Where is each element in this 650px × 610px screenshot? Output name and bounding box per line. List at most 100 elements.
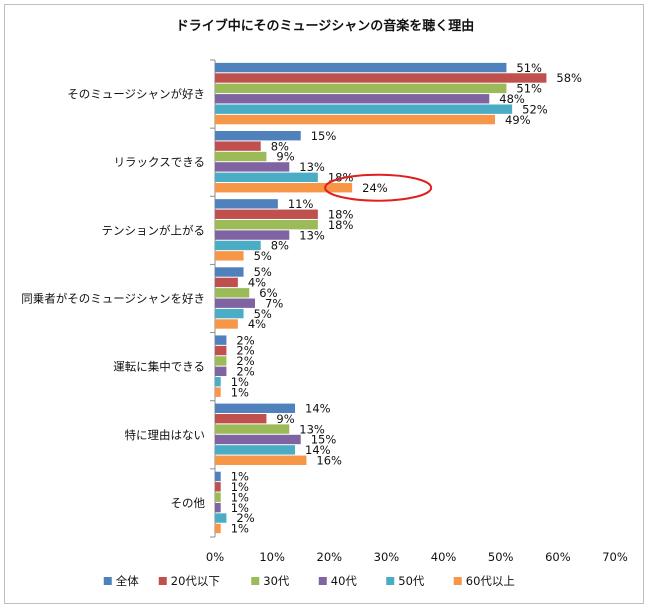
x-tick-label: 60% [545, 550, 571, 564]
bar [215, 335, 227, 345]
data-label: 24% [362, 181, 388, 195]
bar [215, 298, 255, 308]
category-label: 特に理由はない [125, 428, 206, 442]
data-label: 4% [248, 317, 266, 331]
bar [215, 230, 290, 240]
data-label: 1% [231, 470, 249, 484]
data-label: 1% [231, 490, 249, 504]
data-label: 51% [516, 61, 542, 75]
data-label: 18% [328, 218, 354, 232]
category-label: その他 [171, 496, 206, 510]
bar [215, 104, 513, 114]
data-label: 58% [556, 71, 582, 85]
legend-label: 全体 [116, 574, 139, 588]
x-tick-label: 50% [488, 550, 514, 564]
category-label: リラックスできる [114, 155, 205, 169]
bar [215, 308, 244, 319]
data-label: 13% [299, 422, 325, 436]
bar [215, 492, 221, 502]
bar [215, 219, 318, 230]
data-label: 52% [522, 102, 548, 116]
data-label: 1% [231, 501, 249, 515]
data-label: 14% [305, 443, 331, 457]
bar [215, 240, 261, 251]
legend-swatch [158, 577, 167, 585]
bar [215, 445, 295, 455]
bar [215, 172, 318, 183]
bar [215, 356, 227, 366]
data-label: 49% [505, 113, 531, 127]
bar [215, 251, 244, 261]
x-tick-label: 70% [602, 550, 628, 564]
highlight-ellipse [324, 173, 433, 202]
data-label: 5% [254, 265, 272, 279]
legend-swatch [103, 577, 112, 585]
legend-label: 40代 [331, 574, 358, 588]
data-label: 1% [231, 522, 249, 536]
legend-swatch [453, 577, 462, 585]
category-label: 同乗者がそのミュージシャンを好き [21, 292, 205, 306]
data-label: 48% [499, 92, 525, 106]
bar [215, 455, 307, 465]
data-label: 7% [265, 296, 283, 310]
bar [215, 199, 278, 209]
data-label: 8% [271, 239, 289, 253]
bar [215, 434, 301, 445]
bar [215, 131, 301, 141]
data-label: 1% [231, 385, 249, 399]
legend-label: 30代 [263, 574, 290, 588]
legend-swatch [386, 577, 395, 585]
data-label: 2% [236, 365, 254, 379]
data-label: 2% [236, 354, 254, 368]
data-label: 8% [271, 139, 289, 153]
data-label: 13% [299, 160, 325, 174]
data-label: 51% [516, 82, 542, 96]
data-label: 2% [236, 333, 254, 347]
x-tick-label: 40% [431, 550, 457, 564]
bar [215, 424, 290, 434]
bar [215, 151, 267, 162]
bar [215, 345, 227, 356]
data-label: 6% [259, 286, 277, 300]
bar [215, 377, 221, 387]
legend-label: 50代 [398, 574, 425, 588]
data-label: 18% [328, 207, 354, 221]
chart-frame [4, 4, 644, 604]
bar [215, 513, 227, 523]
data-label: 15% [311, 129, 337, 143]
bar [215, 319, 238, 329]
data-label: 9% [276, 412, 294, 426]
bar [215, 471, 221, 482]
data-label: 5% [254, 307, 272, 321]
category-label: そのミュージシャンが好き [67, 87, 205, 101]
data-label: 16% [316, 453, 342, 467]
data-label: 9% [276, 150, 294, 164]
bar [215, 183, 353, 193]
bar [215, 83, 507, 94]
bar [215, 162, 290, 172]
category-label: 運転に集中できる [113, 360, 205, 374]
bar [215, 114, 495, 125]
bar [215, 62, 507, 73]
chart-title: ドライブ中にそのミュージシャンの音楽を聴く理由 [176, 18, 474, 34]
x-tick-label: 20% [317, 550, 343, 564]
bar [215, 366, 227, 377]
data-label: 11% [288, 197, 314, 211]
data-label: 1% [231, 375, 249, 389]
bar [215, 288, 250, 298]
data-label: 2% [236, 344, 254, 358]
bar [215, 277, 238, 288]
bar [215, 94, 490, 104]
x-tick-label: 0% [206, 550, 224, 564]
x-tick-label: 10% [259, 550, 285, 564]
bar [215, 482, 221, 492]
data-label: 1% [231, 480, 249, 494]
bar [215, 73, 547, 83]
legend-swatch [318, 577, 327, 585]
bar [215, 387, 221, 397]
legend-swatch [251, 577, 260, 585]
legend-label: 60代以上 [466, 574, 515, 588]
legend-label: 20代以下 [171, 574, 220, 588]
data-label: 13% [299, 228, 325, 242]
